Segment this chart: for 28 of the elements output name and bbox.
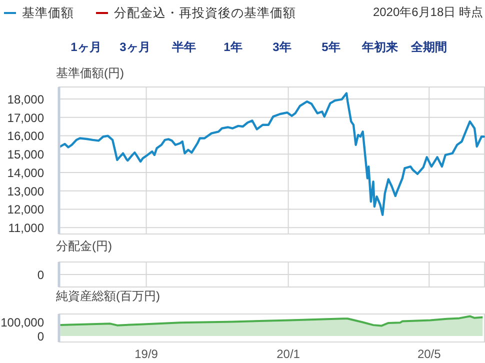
x-tick-label: 20/5 bbox=[417, 347, 442, 361]
x-tick-label: 19/9 bbox=[134, 347, 158, 361]
y-tick-label: 0 bbox=[37, 329, 44, 344]
text: 3ヶ月 bbox=[120, 40, 150, 54]
line-series bbox=[59, 92, 485, 216]
text: 半年 bbox=[171, 40, 196, 54]
y-tick-label: 18,000 bbox=[7, 92, 44, 106]
y-tick-label: 17,000 bbox=[7, 110, 44, 125]
y-tick-label: 100,000 bbox=[0, 315, 44, 330]
legend-label: 分配金込・再投資後の基準価額 bbox=[114, 6, 296, 20]
y-axis-title: 純資産総額(百万円) bbox=[56, 289, 160, 303]
x-tick-label: 20/1 bbox=[276, 347, 300, 361]
y-tick-label: 14,000 bbox=[7, 166, 44, 180]
text: 分配金(円) bbox=[56, 239, 112, 253]
text: 1年 bbox=[224, 40, 242, 54]
text: 1ヶ月 bbox=[70, 40, 102, 54]
text: 3年 bbox=[272, 40, 292, 54]
y-tick-label: 11,000 bbox=[8, 221, 44, 236]
legend-label: 基準価額 bbox=[22, 6, 74, 20]
text: 5年 bbox=[322, 40, 340, 54]
y-tick-label: 12,000 bbox=[7, 202, 44, 217]
text: 全期間 bbox=[410, 40, 447, 54]
y-tick-label: 15,000 bbox=[7, 148, 44, 162]
y-tick-label: 16,000 bbox=[7, 129, 44, 144]
text: 年初来 bbox=[361, 40, 398, 54]
y-tick-label: 13,000 bbox=[7, 184, 44, 198]
chart-subtitle: 2020年6月18日 時点 bbox=[372, 5, 483, 19]
y-axis-title: 基準価額(円) bbox=[56, 66, 124, 80]
